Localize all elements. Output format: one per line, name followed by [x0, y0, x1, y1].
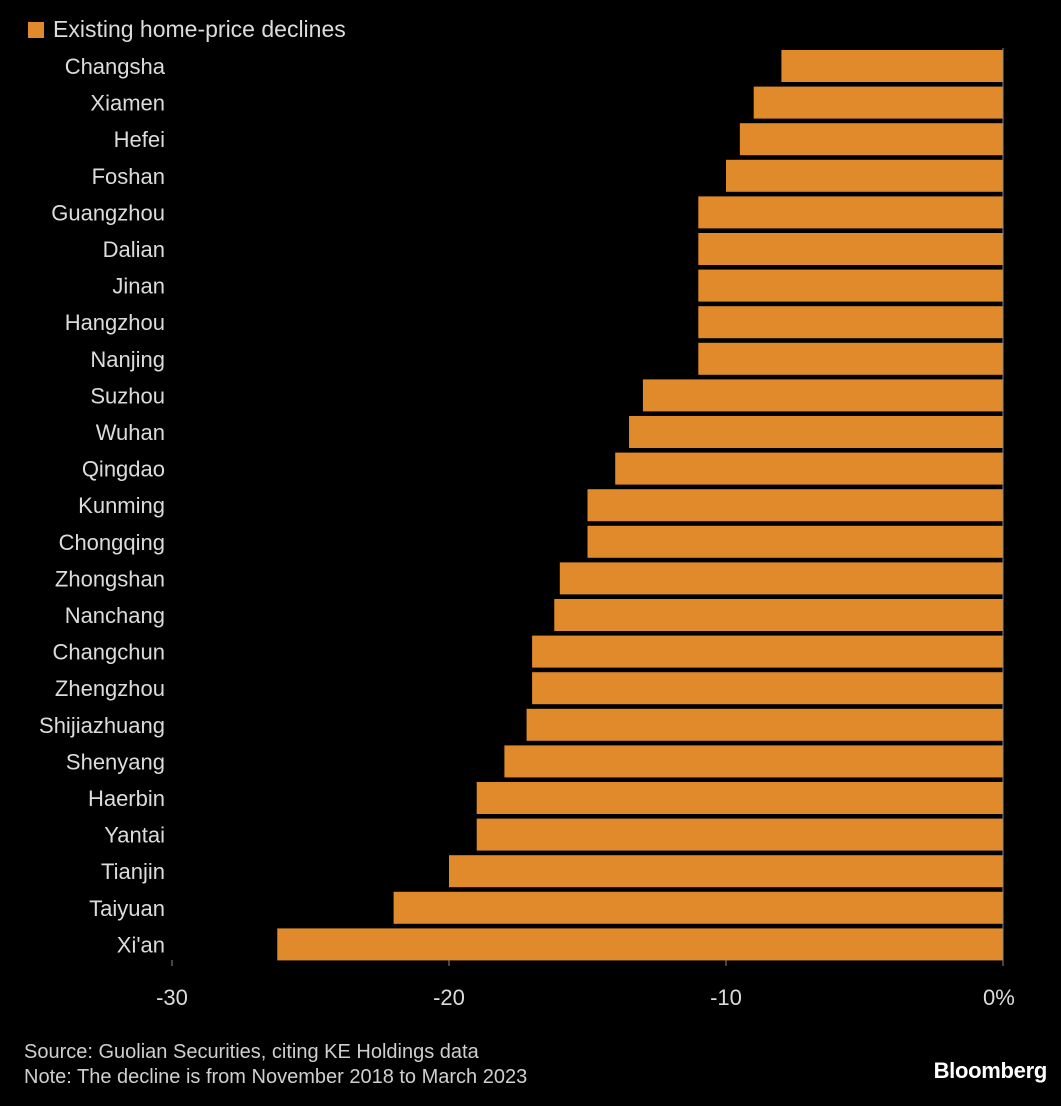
x-tick-label: 0% — [983, 985, 1015, 1010]
category-label: Zhongshan — [55, 566, 165, 591]
bar-zhengzhou — [532, 672, 1003, 705]
category-label: Changsha — [65, 54, 166, 79]
category-labels-layer: Changsha Xiamen Hefei Foshan Guangzhou Dalian… — [39, 54, 166, 957]
category-label: Changchun — [52, 640, 165, 665]
bar-xi-an — [277, 928, 1003, 961]
x-tick-label: -30 — [156, 985, 188, 1010]
category-label: Xi'an — [117, 932, 165, 957]
bar-wuhan — [629, 416, 1003, 448]
bar-changchun — [532, 635, 1003, 668]
category-label: Shenyang — [66, 749, 165, 774]
bar-yantai — [476, 818, 1003, 851]
legend: Existing home-price declines — [28, 16, 346, 43]
category-label: Yantai — [104, 823, 165, 848]
bar-chart: Changsha Xiamen Hefei Foshan Guangzhou Dalian… — [39, 48, 1015, 1010]
legend-swatch — [28, 21, 44, 38]
bar-guangzhou — [698, 196, 1003, 229]
bar-shenyang — [504, 745, 1003, 778]
category-label: Xiamen — [90, 91, 165, 116]
bar-nanjing — [698, 342, 1003, 375]
x-tick-label: -20 — [433, 985, 465, 1010]
bloomberg-logo: Bloomberg — [933, 1058, 1048, 1083]
bar-jinan — [698, 269, 1003, 302]
category-label: Suzhou — [90, 383, 165, 408]
bars-layer — [277, 50, 1004, 961]
bar-nanchang — [554, 599, 1003, 631]
bar-taiyuan — [393, 891, 1004, 924]
category-label: Hangzhou — [65, 310, 165, 335]
legend-label: Existing home-price declines — [53, 16, 346, 42]
category-label: Shijiazhuang — [39, 713, 165, 738]
bar-suzhou — [642, 379, 1003, 412]
category-label: Kunming — [78, 493, 165, 518]
bar-dalian — [698, 233, 1003, 265]
category-label: Tianjin — [101, 859, 165, 884]
bar-kunming — [587, 489, 1003, 522]
bar-tianjin — [449, 855, 1003, 888]
category-label: Dalian — [103, 237, 165, 262]
bar-zhongshan — [559, 562, 1003, 595]
bar-hangzhou — [698, 306, 1003, 339]
category-label: Haerbin — [88, 786, 165, 811]
category-label: Hefei — [114, 127, 165, 152]
category-label: Nanchang — [65, 603, 165, 628]
x-axis: -30 -20 -10 0% — [156, 48, 1015, 1010]
bar-haerbin — [476, 782, 1003, 814]
category-label: Nanjing — [90, 347, 165, 372]
category-label: Qingdao — [82, 457, 165, 482]
category-label: Foshan — [92, 164, 165, 189]
category-label: Chongqing — [59, 530, 165, 555]
category-label: Jinan — [112, 274, 165, 299]
bar-hefei — [739, 123, 1003, 156]
bar-changsha — [781, 50, 1003, 82]
category-label: Guangzhou — [51, 200, 165, 225]
bar-qingdao — [615, 452, 1003, 485]
bar-chongqing — [587, 525, 1003, 558]
bar-xiamen — [753, 86, 1003, 119]
source-note: Source: Guolian Securities, citing KE Ho… — [24, 1041, 479, 1063]
x-tick-label: -10 — [710, 985, 742, 1010]
date-note: Note: The decline is from November 2018 … — [24, 1066, 528, 1088]
category-label: Taiyuan — [89, 896, 165, 921]
bar-shijiazhuang — [526, 708, 1003, 741]
bar-foshan — [726, 159, 1003, 192]
category-label: Zhengzhou — [55, 676, 165, 701]
footer: Source: Guolian Securities, citing KE Ho… — [24, 1040, 527, 1090]
category-label: Wuhan — [96, 420, 165, 445]
